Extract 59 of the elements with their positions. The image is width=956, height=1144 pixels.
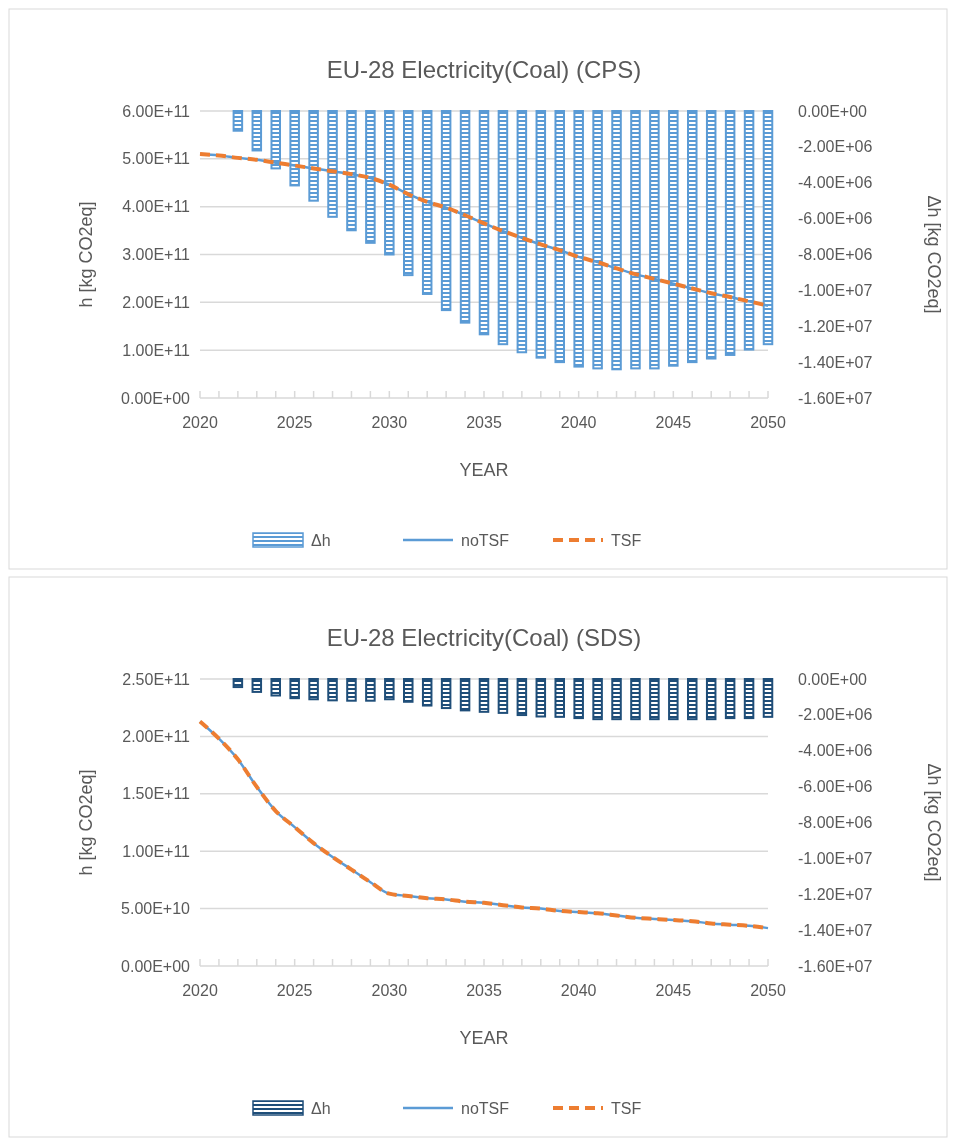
x-tick-label: 2020 [182,982,218,999]
y2-tick-label: -1.20E+07 [798,317,873,335]
y2-tick-label: 0.00E+00 [798,102,868,120]
y2-tick-label: -6.00E+06 [798,778,873,796]
x-tick-label: 2035 [466,982,502,999]
y2-tick-label: -1.40E+07 [798,921,873,939]
y2-axis-title: Δh [kg CO2eq] [924,195,944,314]
x-tick-label: 2040 [560,414,597,431]
x-tick-label: 2045 [655,414,692,431]
y-tick-label: 2.50E+11 [122,670,191,688]
y-axis-title: h [kg CO2eq] [76,769,96,876]
y-tick-label: 2.00E+11 [122,293,191,311]
y2-tick-label: -1.40E+07 [798,353,873,371]
x-tick-label: 2025 [276,982,313,999]
y-tick-label: 5.00E+11 [122,150,191,168]
x-tick-label: 2035 [466,414,502,431]
y-tick-label: 5.00E+10 [121,900,191,918]
y2-tick-label: -6.00E+06 [798,210,873,228]
y2-tick-label: -1.60E+07 [798,957,873,975]
y2-tick-label: -1.00E+07 [798,281,873,299]
y-tick-label: 1.00E+11 [122,341,191,359]
y-tick-label: 0.00E+00 [121,957,191,975]
y-tick-label: 4.00E+11 [122,198,191,216]
chart-title: EU-28 Electricity(Coal) (SDS) [326,624,642,651]
legend-label: noTSF [461,1099,510,1117]
y2-tick-label: -4.00E+06 [798,174,873,192]
y2-tick-label: -2.00E+06 [798,138,873,156]
y2-tick-label: -8.00E+06 [798,814,873,832]
legend-label: Δh [311,531,331,549]
x-tick-label: 2030 [371,414,408,431]
x-axis-title: YEAR [459,1028,509,1048]
y-tick-label: 3.00E+11 [122,246,191,264]
y2-tick-label: -1.60E+07 [798,389,873,407]
x-tick-label: 2040 [560,982,597,999]
y2-tick-label: -1.20E+07 [798,885,873,903]
y2-tick-label: -2.00E+06 [798,706,873,724]
x-tick-label: 2025 [276,414,313,431]
y2-axis-title: Δh [kg CO2eq] [924,763,944,882]
y2-tick-label: -1.00E+07 [798,849,873,867]
y-tick-label: 1.00E+11 [122,842,191,860]
x-tick-label: 2050 [750,982,786,999]
x-tick-label: 2030 [371,982,408,999]
y2-tick-label: -4.00E+06 [798,742,873,760]
y2-tick-label: 0.00E+00 [798,670,868,688]
legend-label: TSF [611,1099,642,1117]
x-axis-title: YEAR [459,460,509,480]
legend-label: Δh [311,1099,331,1117]
y-tick-label: 2.00E+11 [122,728,191,745]
y-tick-label: 6.00E+11 [122,102,191,120]
y-tick-label: 1.50E+11 [122,785,191,803]
x-tick-label: 2045 [655,982,692,999]
y2-tick-label: -8.00E+06 [798,246,873,264]
y-tick-label: 0.00E+00 [121,389,191,407]
legend-label: TSF [611,531,642,549]
x-tick-label: 2050 [750,414,786,431]
x-tick-label: 2020 [182,414,218,431]
y-axis-title: h [kg CO2eq] [76,201,96,308]
legend-label: noTSF [461,531,510,549]
chart-title: EU-28 Electricity(Coal) (CPS) [326,56,642,83]
